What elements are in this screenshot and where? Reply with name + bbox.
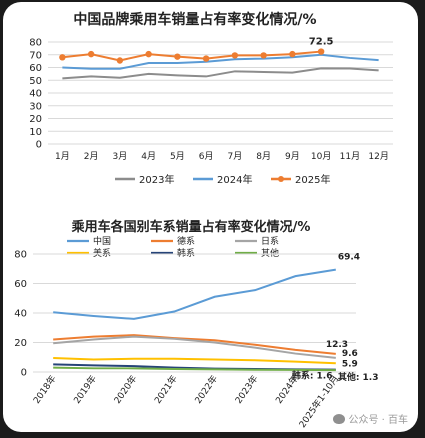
c2-end-label-日系: 9.6: [342, 349, 358, 359]
c1-ytick-80: 80: [29, 38, 42, 49]
c1-point-2025年-6: [231, 52, 239, 59]
c1-series-line-2025年: [62, 50, 322, 62]
c1-ytick-0: 0: [36, 140, 42, 151]
c1-xtick-9月: 9月: [285, 151, 300, 162]
c2-series-line-美系: [53, 356, 336, 365]
c1-xtick-5月: 5月: [170, 151, 185, 162]
c1-point-2025年-4: [174, 53, 181, 60]
c1-xtick-6月: 6月: [199, 151, 214, 162]
c2-end-label-美系: 5.9: [342, 359, 358, 369]
c2-ytick-80: 80: [14, 250, 27, 261]
chart1-title: 中国品牌乘用车销量占有率变化情况/%: [73, 11, 316, 28]
c1-point-2025年-8: [289, 50, 296, 58]
c1-series-line-2024年: [62, 53, 379, 70]
c2-xtick-2021年: 2021年: [152, 373, 180, 406]
c2-xtick-2023年: 2023年: [232, 373, 260, 406]
c1-ytick-60: 60: [29, 63, 42, 74]
c2-legend-label-韩系: 韩系: [177, 247, 195, 259]
c1-point-2025年-5: [202, 55, 210, 62]
c2-end-label-韩系: 韩系: 1.6: [292, 370, 333, 382]
c1-ytick-70: 70: [29, 50, 42, 61]
c2-end-label-德系: 12.3: [326, 340, 348, 350]
c1-xtick-3月: 3月: [113, 151, 128, 162]
c2-ytick-40: 40: [14, 309, 27, 320]
c2-end-label-其他: 其他: 1.3: [338, 371, 379, 383]
c2-legend-label-其他: 其他: [261, 247, 279, 259]
c2-series-line-中国: [53, 268, 336, 320]
c1-ytick-40: 40: [29, 89, 42, 100]
c2-xtick-2024年: 2024年: [273, 373, 301, 406]
c1-xtick-10月: 10月: [311, 151, 331, 162]
c1-xtick-12月: 12月: [368, 151, 388, 162]
c1-xtick-7月: 7月: [228, 151, 243, 162]
chart-panel: 中国品牌乘用车销量占有率变化情况/% 0 10 20 30 40 50 60 70 80 1月 2…: [3, 2, 418, 432]
c2-ytick-60: 60: [14, 279, 27, 290]
c2-series-line-韩系: [53, 363, 336, 371]
c1-legend-marker-2025年: [278, 176, 284, 182]
c2-legend-label-中国: 中国: [93, 235, 111, 247]
footer-label: 公众号 · 百车: [348, 415, 408, 426]
c1-series-line-2023年: [62, 67, 379, 80]
c2-xtick-2018年: 2018年: [31, 373, 59, 406]
wechat-icon: [333, 414, 346, 424]
c1-ytick-10: 10: [29, 127, 42, 138]
c1-legend-label-2023年: 2023年: [139, 173, 174, 186]
chart2-title: 乘用车各国别车系销量占有率变化情况/%: [71, 219, 311, 235]
c2-series-line-德系: [53, 334, 336, 355]
c2-xtick-2019年: 2019年: [71, 373, 99, 406]
c2-xtick-2022年: 2022年: [192, 373, 220, 406]
c2-xtick-2020年: 2020年: [111, 373, 139, 406]
c1-point-2025年-1: [87, 50, 95, 58]
watermark-footer: 公众号 · 百车: [333, 411, 408, 426]
c1-ytick-30: 30: [29, 101, 42, 112]
c2-legend-label-日系: 日系: [261, 236, 279, 247]
c2-ytick-0: 0: [21, 368, 27, 379]
c1-point-2025年-7: [260, 52, 267, 59]
c1-xtick-2月: 2月: [84, 151, 99, 162]
c1-xtick-8月: 8月: [256, 151, 271, 162]
c2-legend-label-美系: 美系: [93, 247, 111, 259]
c1-point-2025年-9: [317, 48, 325, 55]
c2-series-line-其他: [53, 366, 336, 372]
c1-point-2025年-0: [59, 54, 66, 61]
c1-legend-label-2025年: 2025年: [295, 173, 330, 186]
c1-xtick-1月: 1月: [55, 151, 70, 162]
c1-point-2025年-3: [145, 50, 152, 58]
c2-end-label-中国: 69.4: [338, 253, 360, 263]
c1-data-label-0: 72.5: [309, 37, 334, 48]
c2-ytick-20: 20: [14, 338, 27, 349]
c1-ytick-50: 50: [29, 76, 42, 87]
c1-xtick-4月: 4月: [141, 151, 156, 162]
c1-ytick-20: 20: [29, 114, 42, 125]
c1-legend-label-2024年: 2024年: [217, 173, 252, 186]
c2-legend-label-德系: 德系: [177, 235, 195, 247]
c1-point-2025年-2: [116, 57, 124, 64]
c1-xtick-11月: 11月: [340, 151, 360, 162]
c2-series-line-日系: [53, 335, 336, 359]
